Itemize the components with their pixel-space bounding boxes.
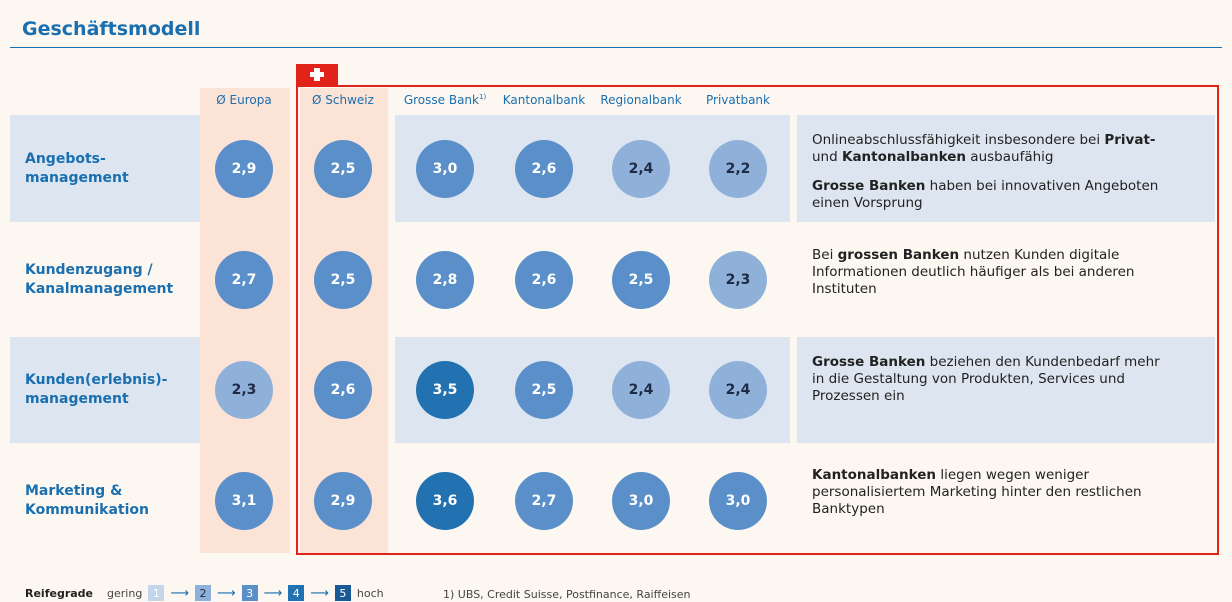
score-circle: 2,4 [709,361,767,419]
row-label-line: Marketing & [25,483,123,499]
note-text: Kantonalbanken [841,149,967,165]
legend-low: gering [107,586,143,600]
legend-box: 2 [194,585,211,601]
row-band [10,115,200,222]
score-circle: 3,5 [416,361,474,419]
flag-cross [310,72,324,77]
note-text: Grosse Banken [812,354,926,370]
row-label: Angebots-management [25,150,129,188]
score-circle: 2,7 [515,472,573,530]
column-header: Grosse Bank1) [395,93,495,107]
legend-title: Reifegrade [25,586,94,600]
footnote-marker: 1) [478,93,487,101]
row-label-line: Angebots- [25,150,106,167]
score-circle: 3,0 [416,139,474,198]
footnote: 1) UBS, Credit Suisse, Postfinance, Raif… [443,588,691,601]
score-circle: 2,4 [612,361,670,419]
score-circle: 2,2 [709,139,767,198]
column-header: Ø Schweiz [293,93,393,107]
note-paragraph: Grosse Banken haben bei innovativen Ange… [812,178,1172,212]
row-label-line: Kundenzugang / [25,262,153,278]
score-circle: 3,6 [416,472,474,530]
note-paragraph: Grosse Banken beziehen den Kundenbedarf … [812,354,1172,405]
legend-arrow: ⟶ [310,585,329,601]
note-paragraph: Onlineabschlussfähigkeit insbesondere be… [812,132,1172,166]
note-text: nutzen Kunden digitale Informationen deu… [812,247,1135,297]
legend-arrow: ⟶ [170,585,189,601]
score-circle: 2,9 [314,472,372,530]
column-label: Ø Schweiz [312,93,374,107]
legend-arrow: ⟶ [216,585,236,601]
column-label: Privatbank [706,93,770,107]
score-circle: 3,0 [709,472,767,530]
score-circle: 2,9 [215,139,273,198]
row-label: Marketing & Kommunikation [25,482,149,520]
score-circle: 2,7 [215,251,273,309]
column-header: Regionalbank [591,93,691,107]
score-circle: 2,5 [515,361,573,419]
note-text: Privat- [1104,132,1156,148]
column-header: Privatbank [688,93,788,107]
score-circle: 2,3 [709,251,767,309]
score-circle: 3,1 [215,472,273,530]
note-text: Grosse Banken [812,178,926,194]
title-rule [10,47,1222,48]
note-text: grossen Banken [837,247,960,263]
score-circle: 2,6 [515,251,573,309]
legend-box: 3 [241,585,258,601]
title: Geschäftsmodell [22,18,201,40]
note-text: Kantonalbanken [812,467,937,483]
swiss-flag [296,64,338,85]
column-header: Kantonalbank [494,93,594,107]
legend-arrow: ⟶ [263,585,283,601]
row-note: Bei grossen Banken nutzen Kunden digital… [812,247,1172,310]
note-paragraph: Kantonalbanken liegen wegen weniger pers… [812,467,1172,518]
score-circle: 2,5 [314,139,372,198]
score-circle: 2,6 [314,361,372,419]
legend: Reifegrade gering 1 ⟶ 2 ⟶ 3 ⟶ 4 ⟶ 5 hoch [25,585,384,601]
legend-box: 5 [334,585,351,601]
note-text: und [812,149,842,165]
score-circle: 2,3 [215,361,273,419]
row-label: Kunden(erlebnis)- management [25,371,167,409]
note-text: Bei [812,247,838,263]
note-paragraph: Bei grossen Banken nutzen Kunden digital… [812,247,1172,298]
row-note: Grosse Banken beziehen den Kundenbedarf … [812,354,1172,417]
legend-box: 1 [148,585,165,601]
score-circle: 2,5 [612,251,670,309]
row-label-line: Kommunikation [25,502,149,518]
row-band [10,337,200,443]
row-note: Onlineabschlussfähigkeit insbesondere be… [812,132,1172,224]
legend-high: hoch [356,586,384,600]
score-circle: 2,6 [515,139,573,198]
highlight-frame [296,85,1219,555]
score-circle: 2,4 [612,139,670,198]
score-circle: 3,0 [612,472,670,530]
column-label: Grosse Bank [403,93,479,107]
row-label: Kundenzugang / Kanalmanagement [25,261,173,299]
score-circle: 2,8 [416,251,474,309]
column-header: Ø Europa [194,93,294,107]
row-band [797,337,1215,443]
column-label: Regionalbank [600,93,682,107]
legend-box: 4 [288,585,305,601]
note-text: beziehen den Kundenbedarf mehr in die Ge… [812,354,1160,404]
note-text: Onlineabschlussfähigkeit insbesondere be… [812,132,1105,148]
row-label-line: Kunden(erlebnis)- [25,372,168,388]
note-text: haben bei innovativen Angeboten einen Vo… [812,178,1159,211]
column-label: Ø Europa [216,93,272,107]
note-text: ausbaufähig [966,149,1054,165]
row-label-line: management [25,169,129,186]
row-label-line: management [25,391,129,407]
score-circle: 2,5 [314,251,372,309]
row-label-line: Kanalmanagement [25,281,174,297]
row-band [797,115,1215,222]
row-note: Kantonalbanken liegen wegen weniger pers… [812,467,1172,530]
column-label: Kantonalbank [502,93,586,107]
note-text: liegen wegen weniger personalisiertem Ma… [812,467,1142,517]
